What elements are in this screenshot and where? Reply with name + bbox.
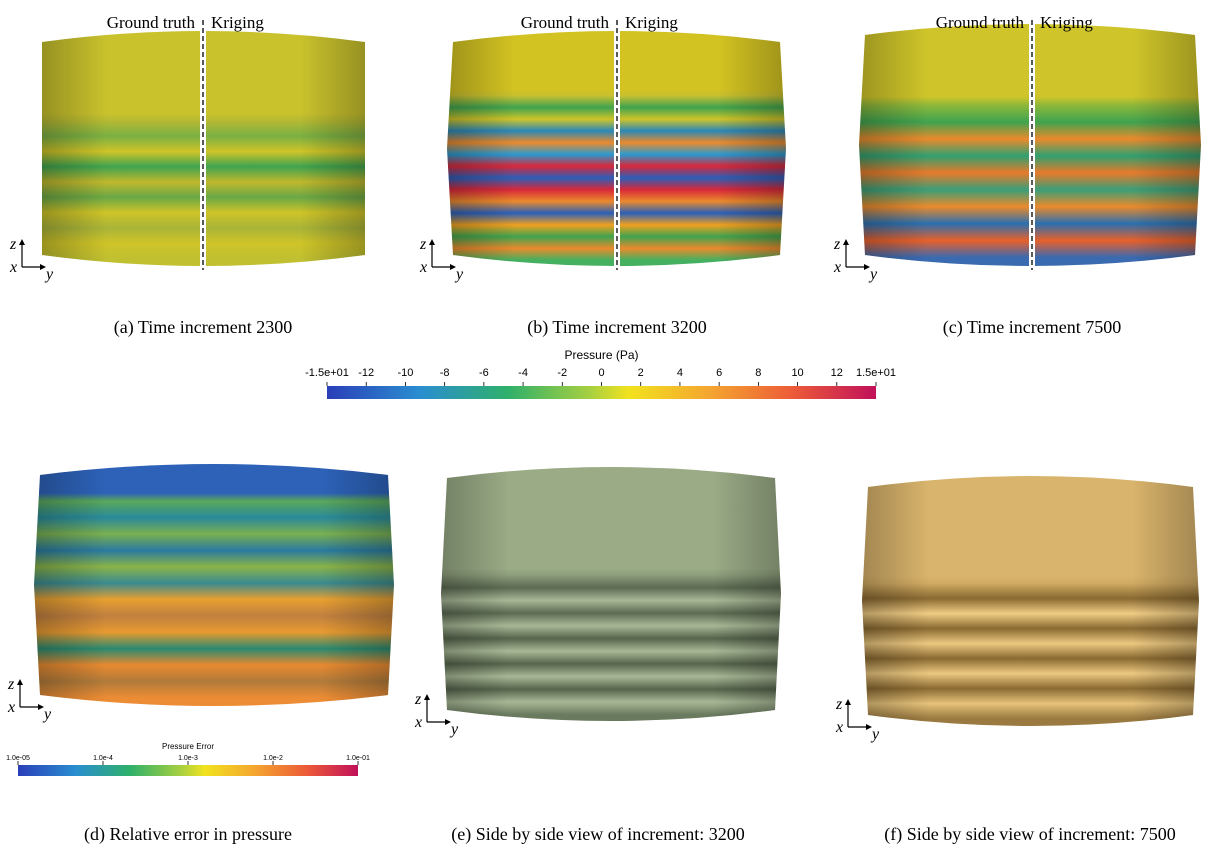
axis-label: z bbox=[833, 236, 841, 253]
caption: (b) Time increment 3200 bbox=[527, 317, 706, 338]
colorbar-tick-label: 1.0e-3 bbox=[178, 755, 198, 762]
axis-label: x bbox=[419, 259, 427, 276]
cylinder-shading bbox=[862, 476, 1199, 726]
panel: Ground truth Kriging zx y (b) Time increment… bbox=[419, 13, 786, 338]
colorbar: Pressure (Pa) -1.5e+01 -12 -10 -8 -6 -4 -2 0 2 4 6 8… bbox=[305, 348, 896, 399]
panel: zx y (d) Relative error in pressure bbox=[7, 464, 394, 845]
colorbar-tick-label: 2 bbox=[638, 367, 644, 379]
left-label: Ground truth bbox=[936, 13, 1025, 32]
axis-label: x bbox=[835, 719, 843, 736]
axis-label: y bbox=[42, 706, 52, 723]
colorbar-tick-label: 1.0e-2 bbox=[263, 755, 283, 762]
colorbar-tick-label: 12 bbox=[831, 367, 843, 379]
axis-label: y bbox=[454, 266, 464, 283]
cylinder-shading bbox=[34, 464, 394, 706]
arrow-head bbox=[843, 239, 849, 245]
colorbar-tick-label: -4 bbox=[518, 367, 528, 379]
colorbar-tick-label: 1.0e-01 bbox=[346, 755, 370, 762]
colorbar-tick-label: 1.0e-4 bbox=[93, 755, 113, 762]
panel: Ground truth Kriging zx y (c) Time increment… bbox=[833, 13, 1201, 338]
panel: zx y (e) Side by side view of increment: 3… bbox=[414, 467, 781, 845]
axis-label: z bbox=[835, 696, 843, 713]
arrow-head bbox=[19, 239, 25, 245]
colorbar-tick-label: -10 bbox=[397, 367, 413, 379]
arrow-head bbox=[845, 699, 851, 705]
colorbar-scale bbox=[18, 765, 358, 776]
colorbar-title: Pressure Error bbox=[162, 742, 214, 751]
axis-label: z bbox=[419, 236, 427, 253]
colorbar-tick-label: 1.5e+01 bbox=[856, 367, 896, 379]
arrow-head bbox=[429, 239, 435, 245]
caption: (e) Side by side view of increment: 3200 bbox=[451, 824, 744, 845]
caption: (c) Time increment 7500 bbox=[943, 317, 1121, 338]
colorbar-tick-label: 10 bbox=[791, 367, 803, 379]
colorbar: Pressure Error 1.0e-05 1.0e-4 1.0e-3 1.0e-2 1… bbox=[6, 742, 370, 776]
right-label: Kriging bbox=[211, 13, 264, 32]
colorbar-tick-label: 0 bbox=[598, 367, 604, 379]
axis-label: x bbox=[833, 259, 841, 276]
axis-label: z bbox=[9, 236, 17, 253]
axis-label: z bbox=[7, 676, 15, 693]
colorbar-tick-label: -2 bbox=[557, 367, 567, 379]
cylinder-shading bbox=[441, 467, 781, 721]
colorbar-scale bbox=[327, 386, 876, 399]
axis-label: z bbox=[414, 691, 422, 708]
colorbar-tick-label: -12 bbox=[358, 367, 374, 379]
colorbar-tick-label: -1.5e+01 bbox=[305, 367, 349, 379]
caption: (d) Relative error in pressure bbox=[84, 824, 292, 845]
axis-label: y bbox=[44, 266, 54, 283]
axis-label: y bbox=[870, 726, 880, 743]
arrow-head bbox=[424, 694, 430, 700]
axis-label: x bbox=[414, 714, 422, 731]
axis-label: y bbox=[868, 266, 878, 283]
left-label: Ground truth bbox=[107, 13, 196, 32]
axis-label: x bbox=[7, 699, 15, 716]
colorbar-tick-label: -8 bbox=[440, 367, 450, 379]
axis-label: y bbox=[449, 721, 459, 738]
colorbar-tick-label: 6 bbox=[716, 367, 722, 379]
colorbar-tick-label: 1.0e-05 bbox=[6, 755, 30, 762]
colorbar-title: Pressure (Pa) bbox=[564, 348, 638, 362]
caption: (f) Side by side view of increment: 7500 bbox=[884, 824, 1175, 845]
panel: Ground truth Kriging zx y (a) Time increment… bbox=[9, 13, 365, 338]
arrow-head bbox=[17, 679, 23, 685]
axis-label: x bbox=[9, 259, 17, 276]
colorbar-tick-label: 8 bbox=[755, 367, 761, 379]
colorbar-tick-label: 4 bbox=[677, 367, 683, 379]
colorbar-tick-label: -6 bbox=[479, 367, 489, 379]
caption: (a) Time increment 2300 bbox=[114, 317, 292, 338]
right-label: Kriging bbox=[625, 13, 678, 32]
panel: zx y (f) Side by side view of increment: 7… bbox=[835, 476, 1199, 845]
left-label: Ground truth bbox=[521, 13, 610, 32]
figure: Ground truthKrigingzxy(a) Time increment… bbox=[0, 0, 1205, 853]
right-label: Kriging bbox=[1040, 13, 1093, 32]
